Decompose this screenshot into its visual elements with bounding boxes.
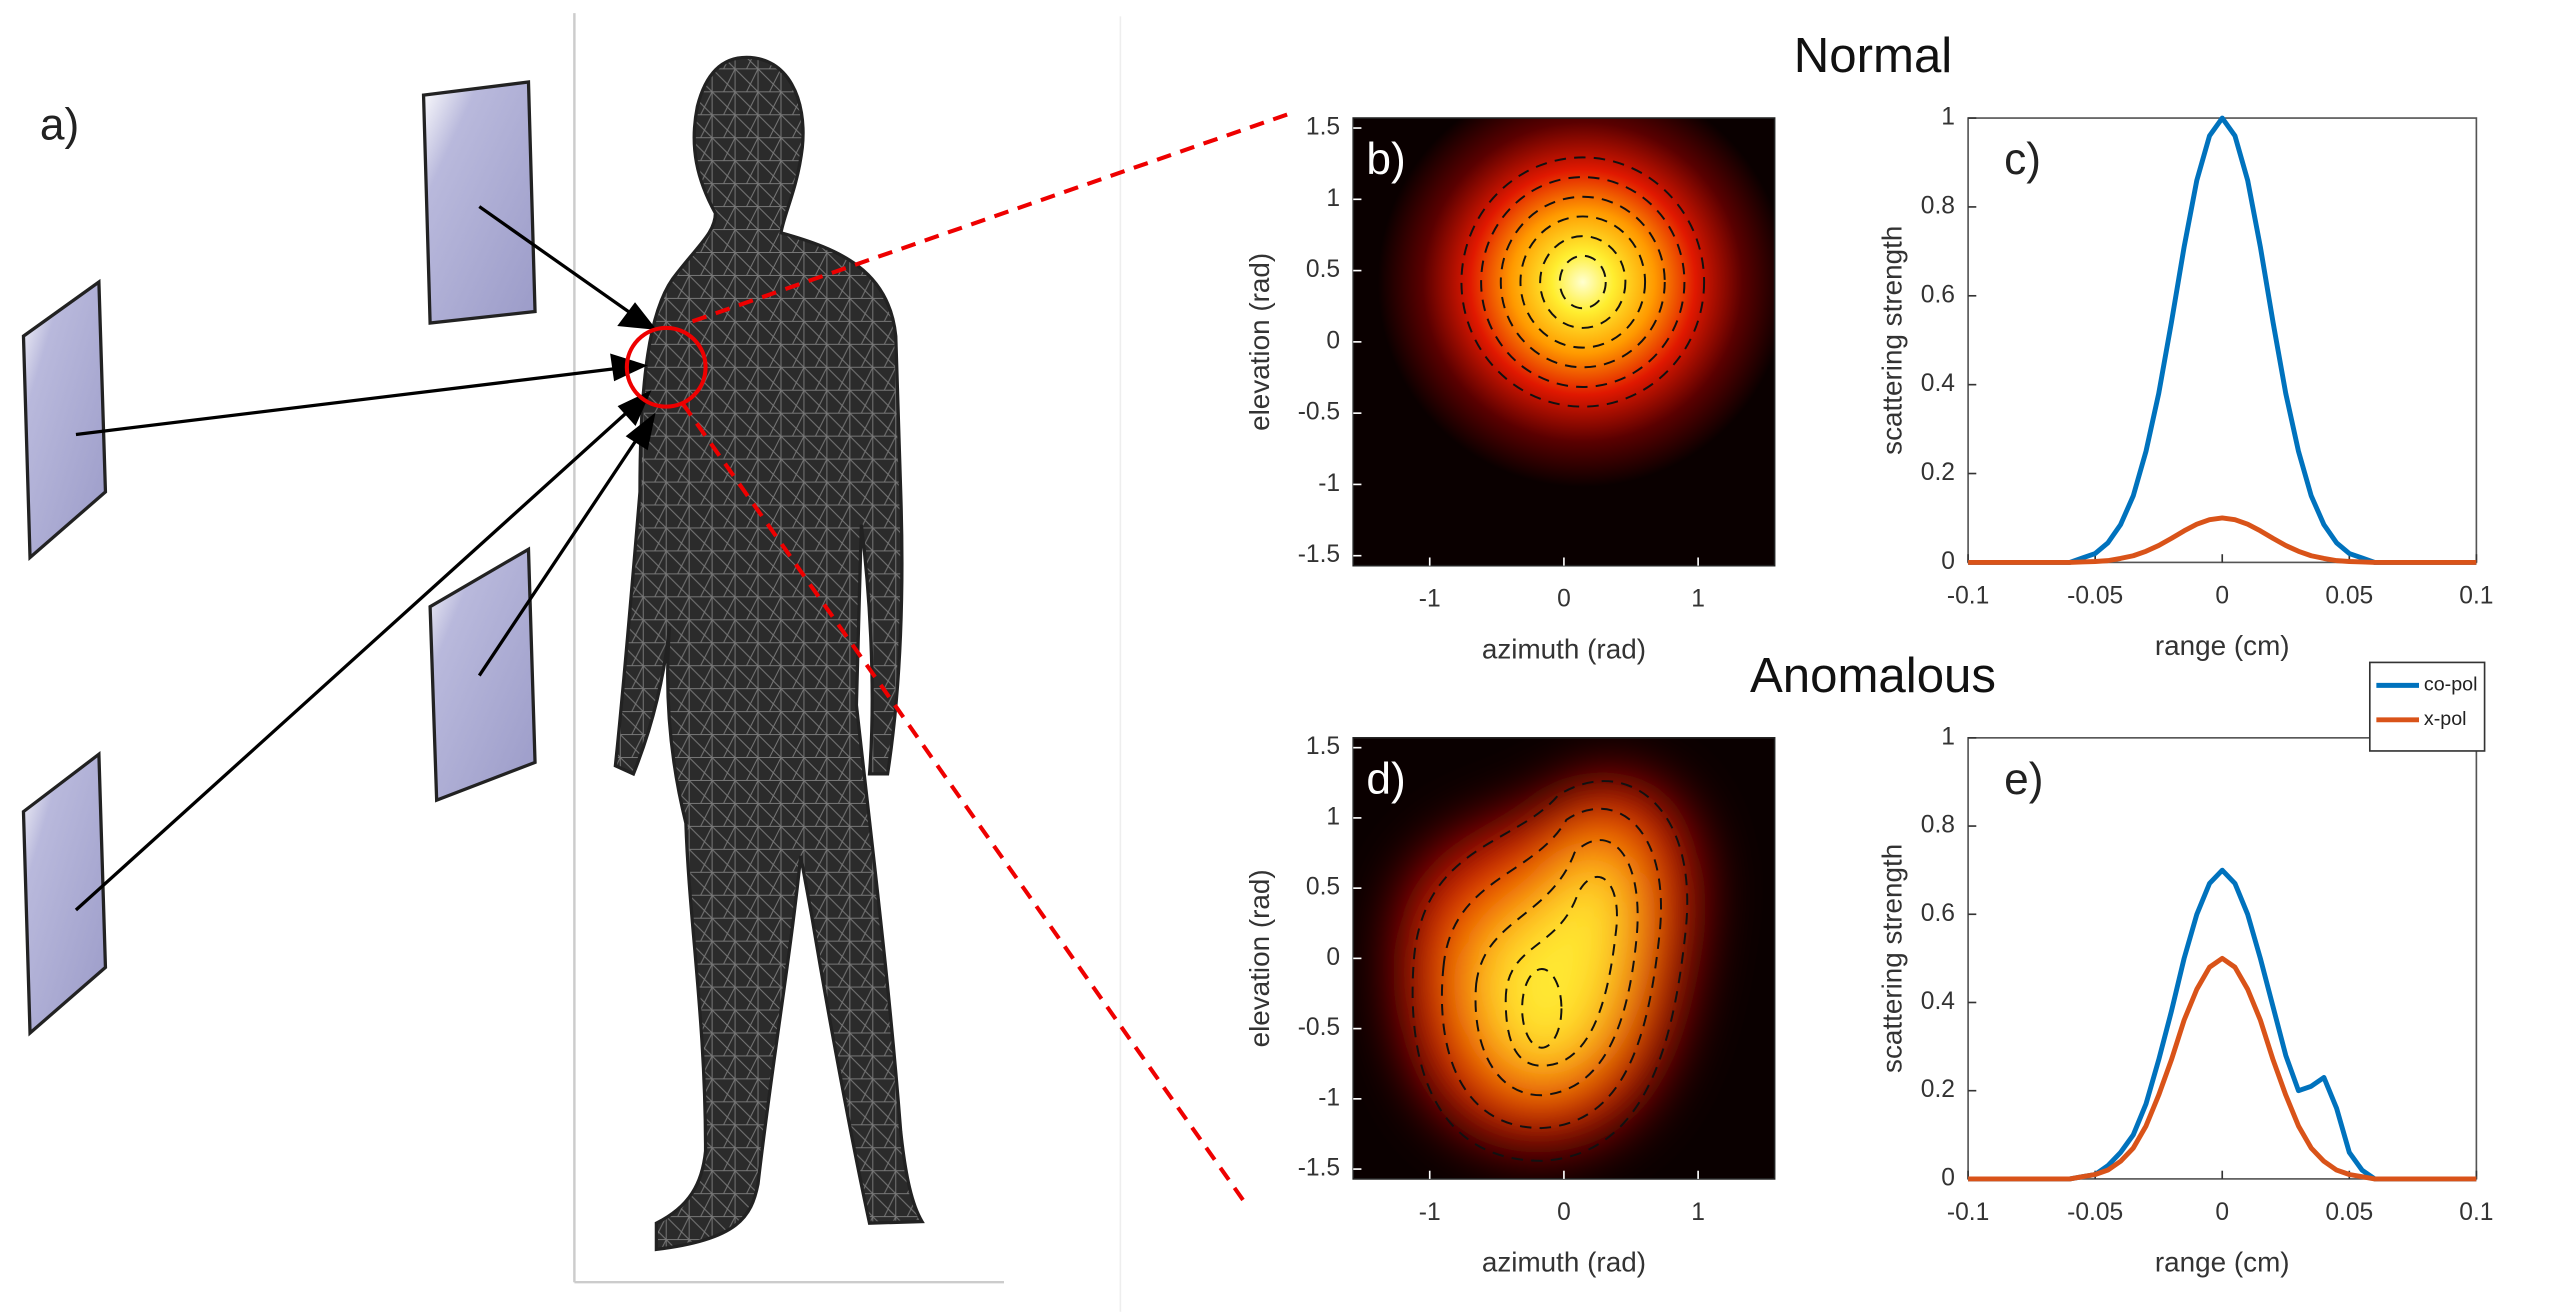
x-tick-label: -0.1	[1947, 582, 1989, 609]
antenna-panels	[23, 82, 535, 1033]
y-tick-label: 0	[1941, 548, 1955, 575]
x-tick-label: 1	[1691, 1199, 1705, 1226]
legend-label: co-pol	[2424, 674, 2478, 696]
x-axis-label: range (cm)	[2155, 630, 2290, 661]
y-tick-label: 0.8	[1921, 812, 1955, 839]
x-tick-label: 0	[1557, 586, 1571, 613]
x-axis-label: range (cm)	[2155, 1247, 2290, 1278]
y-tick-label: 1	[1941, 104, 1955, 131]
y-tick-label: 0	[1941, 1164, 1955, 1191]
y-tick-label: 0.6	[1921, 900, 1955, 927]
x-tick-label: -0.05	[2067, 1199, 2123, 1226]
y-tick-label: -1	[1318, 470, 1340, 497]
panel-label: d)	[1366, 755, 1405, 804]
line-series	[1968, 118, 2476, 562]
y-tick-label: 0.5	[1306, 874, 1340, 901]
x-tick-label: 0	[1557, 1199, 1571, 1226]
x-tick-label: -1	[1419, 1199, 1441, 1226]
y-tick-label: 1	[1326, 803, 1340, 830]
x-axis-label: azimuth (rad)	[1482, 1247, 1646, 1278]
panel-label: e)	[2004, 755, 2043, 804]
y-axis-label: scattering strength	[1877, 844, 1908, 1073]
y-axis-label: scattering strength	[1877, 226, 1908, 455]
y-tick-label: 1.5	[1306, 114, 1340, 141]
y-tick-label: 0.2	[1921, 459, 1955, 486]
y-tick-label: -0.5	[1298, 399, 1340, 426]
panel-label: a)	[40, 101, 79, 150]
figure: a) -1 0 1 -1.5 -1 -0.5 0 0.5 1 1.5 azimuth (rad) el…	[0, 0, 2572, 1315]
panel-label: b)	[1366, 135, 1405, 184]
diagram: a)	[23, 13, 1295, 1312]
heatmap-image	[1353, 118, 1774, 566]
x-tick-label: 0.1	[2459, 582, 2493, 609]
plot-frame	[1968, 118, 2476, 562]
y-tick-label: -0.5	[1298, 1014, 1340, 1041]
heatmap-image	[1353, 738, 1774, 1179]
line-series	[1968, 958, 2476, 1179]
x-tick-label: -1	[1419, 586, 1441, 613]
x-tick-label: -0.05	[2067, 582, 2123, 609]
x-axis-label: azimuth (rad)	[1482, 633, 1646, 664]
y-tick-label: 0	[1326, 327, 1340, 354]
y-axis-label: elevation (rad)	[1244, 253, 1275, 431]
chart-title: Normal	[1794, 28, 1952, 83]
page: {"diagram": {"label": "a)"}, "chart_data…	[0, 0, 2572, 1315]
legend-label: x-pol	[2424, 708, 2467, 730]
y-tick-label: 0.4	[1921, 988, 1955, 1015]
y-tick-label: 1.5	[1306, 733, 1340, 760]
y-tick-label: 0	[1326, 944, 1340, 971]
x-tick-label: 1	[1691, 586, 1705, 613]
arrows	[76, 207, 653, 910]
x-tick-label: 0	[2215, 1199, 2229, 1226]
y-tick-label: 0.6	[1921, 281, 1955, 308]
panel-label: c)	[2004, 135, 2041, 184]
x-tick-label: 0.1	[2459, 1199, 2493, 1226]
y-tick-label: 1	[1326, 185, 1340, 212]
y-tick-label: 0.8	[1921, 192, 1955, 219]
y-tick-label: -1.5	[1298, 541, 1340, 568]
y-axis-label: elevation (rad)	[1244, 869, 1275, 1047]
y-tick-label: 1	[1941, 723, 1955, 750]
x-tick-label: -0.1	[1947, 1199, 1989, 1226]
y-tick-label: -1.5	[1298, 1155, 1340, 1182]
y-tick-label: 0.4	[1921, 370, 1955, 397]
x-tick-label: 0.05	[2325, 1199, 2373, 1226]
y-tick-label: 0.5	[1306, 256, 1340, 283]
y-tick-label: -1	[1318, 1084, 1340, 1111]
human-mesh	[615, 57, 922, 1249]
y-tick-label: 0.2	[1921, 1076, 1955, 1103]
x-tick-label: 0.05	[2325, 582, 2373, 609]
line-series	[1968, 870, 2476, 1179]
x-tick-label: 0	[2215, 582, 2229, 609]
chart-title: Anomalous	[1750, 648, 1996, 703]
